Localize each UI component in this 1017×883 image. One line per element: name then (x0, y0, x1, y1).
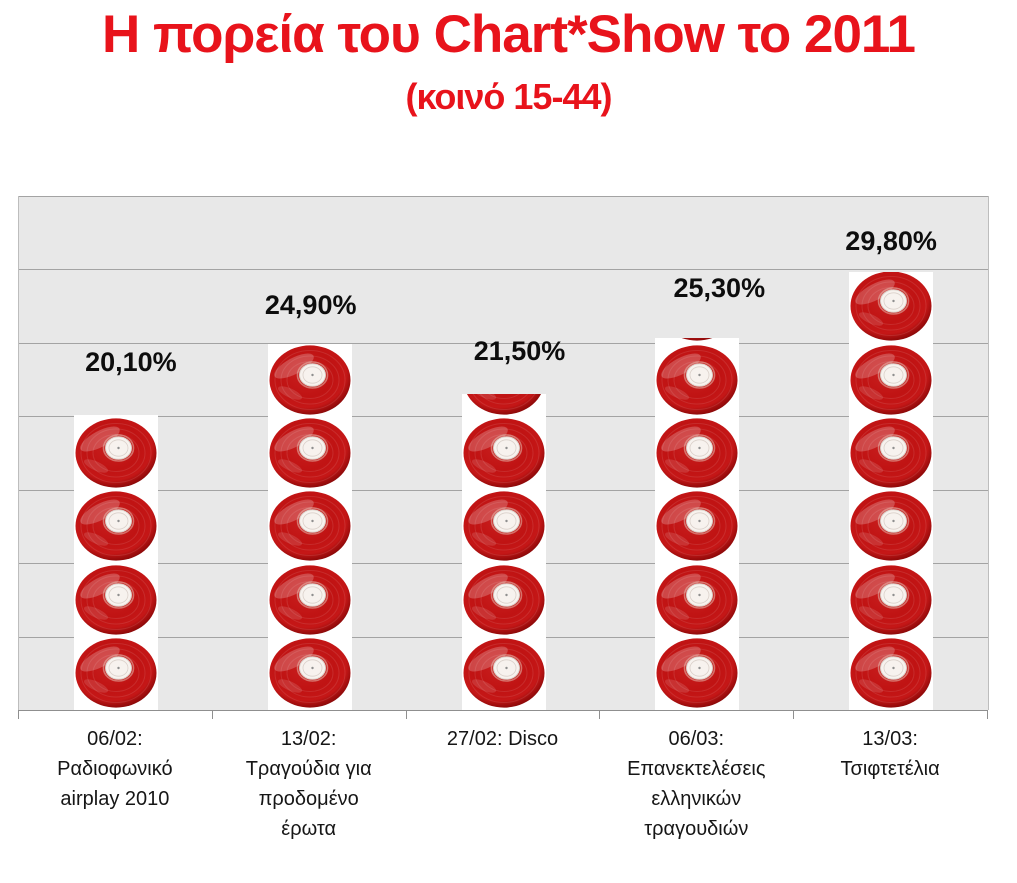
vinyl-record-icon (269, 418, 351, 488)
vinyl-record (463, 394, 545, 415)
value-label-5: 29,80% (845, 226, 937, 257)
category-label-3: 27/02: Disco (446, 728, 559, 750)
vinyl-record (269, 491, 351, 562)
bar-2 (267, 344, 352, 710)
vinyl-record-icon (850, 565, 932, 635)
vinyl-record (656, 338, 738, 341)
vinyl-record (656, 344, 738, 415)
vinyl-record (463, 418, 545, 488)
vinyl-record (656, 638, 738, 708)
vinyl-record-icon (75, 491, 157, 562)
bar-5 (849, 272, 934, 710)
vinyl-record (656, 491, 738, 562)
vinyl-record (850, 638, 932, 708)
value-label-4: 25,30% (673, 273, 766, 304)
vinyl-record (269, 565, 351, 635)
axis-tick (18, 710, 19, 719)
x-axis-line (18, 710, 988, 711)
vinyl-record (850, 491, 932, 562)
vinyl-record-icon (463, 565, 544, 635)
vinyl-record-icon (656, 638, 738, 708)
vinyl-record-icon (466, 394, 541, 415)
axis-tick (793, 710, 795, 719)
category-label-1: 06/02: Ραδιοφωνικό airplay 2010 (57, 728, 173, 810)
vinyl-record-icon (850, 638, 932, 708)
vinyl-record-icon (269, 565, 351, 635)
vinyl-record-icon (75, 418, 157, 488)
vinyl-record (656, 565, 738, 635)
chart-title: Η πορεία του Chart*Show το 2011 (102, 5, 916, 64)
value-label-2: 24,90% (264, 290, 357, 321)
vinyl-record (75, 638, 157, 708)
axis-tick (211, 710, 213, 719)
vinyl-record-icon (850, 491, 932, 562)
vinyl-record (75, 418, 157, 488)
vinyl-record (75, 565, 157, 635)
bar-4 (655, 338, 740, 710)
vinyl-record (850, 272, 932, 341)
vinyl-record (850, 344, 932, 415)
vinyl-record-icon (682, 338, 712, 341)
category-label-5: 13/03: Τσιφτετέλια (840, 728, 940, 780)
plot-area: 20,10% (18, 196, 989, 710)
category-label-2: 13/02: Τραγούδια για προδομένο έρωτα (245, 728, 372, 840)
gridline-25pct (19, 342, 988, 344)
vinyl-record-icon (656, 565, 738, 635)
value-label-3: 21,50% (473, 336, 566, 367)
vinyl-record-icon (269, 491, 351, 562)
vinyl-record (656, 418, 738, 488)
vinyl-record (850, 565, 932, 635)
vinyl-record-icon (656, 418, 738, 488)
bar-1 (73, 414, 158, 710)
vinyl-record-icon (463, 638, 544, 708)
vinyl-record-icon (656, 491, 738, 562)
axis-tick (405, 710, 407, 719)
vinyl-record-icon (463, 491, 544, 562)
vinyl-record-icon (463, 418, 544, 488)
vinyl-record-icon (850, 344, 932, 415)
vinyl-record (463, 565, 545, 635)
value-label-1: 20,10% (85, 346, 177, 377)
vinyl-record (75, 491, 157, 562)
vinyl-record (269, 638, 351, 708)
gridline-30pct (19, 269, 988, 271)
vinyl-record (269, 344, 351, 415)
vinyl-record (463, 491, 545, 562)
vinyl-record-icon (75, 565, 157, 635)
vinyl-record (850, 418, 932, 488)
axis-tick (599, 710, 601, 719)
vinyl-record-icon (850, 418, 932, 488)
axis-tick (987, 710, 988, 719)
vinyl-record (463, 638, 545, 708)
vinyl-record-icon (75, 638, 157, 708)
vinyl-record-icon (269, 344, 351, 415)
gridline-35pct (19, 196, 988, 197)
vinyl-record-icon (850, 272, 932, 341)
chart-subtitle: (κοινό 15-44) (405, 76, 613, 117)
vinyl-record-icon (656, 344, 738, 415)
category-label-4: 06/03: Επανεκτελέσεις ελληνικών τραγουδι… (627, 728, 766, 840)
bar-3 (461, 394, 546, 710)
vinyl-record (269, 418, 351, 488)
vinyl-record-icon (269, 638, 351, 708)
